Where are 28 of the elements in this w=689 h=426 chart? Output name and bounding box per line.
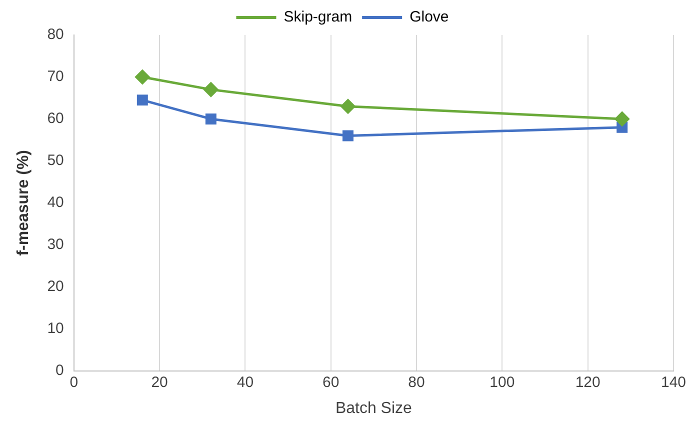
y-tick-label: 0: [56, 362, 64, 379]
x-tick-label: 40: [236, 374, 254, 391]
y-tick-label: 60: [47, 110, 64, 128]
legend-label: Skip-gram: [284, 8, 352, 26]
legend-label: Glove: [410, 8, 449, 26]
y-tick-label: 80: [47, 26, 64, 44]
x-tick-label: 100: [490, 374, 515, 391]
y-tick-label: 70: [47, 68, 64, 86]
x-tick-label: 80: [408, 374, 425, 391]
point: [342, 130, 354, 142]
point: [205, 113, 216, 124]
y-tick-label: 10: [47, 320, 64, 337]
point: [614, 112, 630, 126]
y-tick-label: 20: [47, 278, 64, 295]
y-tick-label: 40: [47, 194, 64, 212]
y-axis-title: f-measure (%): [15, 150, 32, 256]
y-tick-label: 50: [47, 152, 64, 170]
point: [204, 82, 218, 97]
x-tick-label: 20: [151, 374, 168, 391]
point: [135, 70, 150, 84]
point: [340, 99, 356, 114]
y-tick-label: 30: [47, 236, 64, 254]
x-tick-label: 60: [322, 374, 340, 391]
x-tick-label: 0: [70, 374, 78, 391]
point: [136, 94, 148, 106]
x-tick-label: 120: [575, 374, 600, 391]
x-tick-label: 140: [660, 374, 686, 391]
x-axis-title: Batch Size: [335, 400, 412, 417]
